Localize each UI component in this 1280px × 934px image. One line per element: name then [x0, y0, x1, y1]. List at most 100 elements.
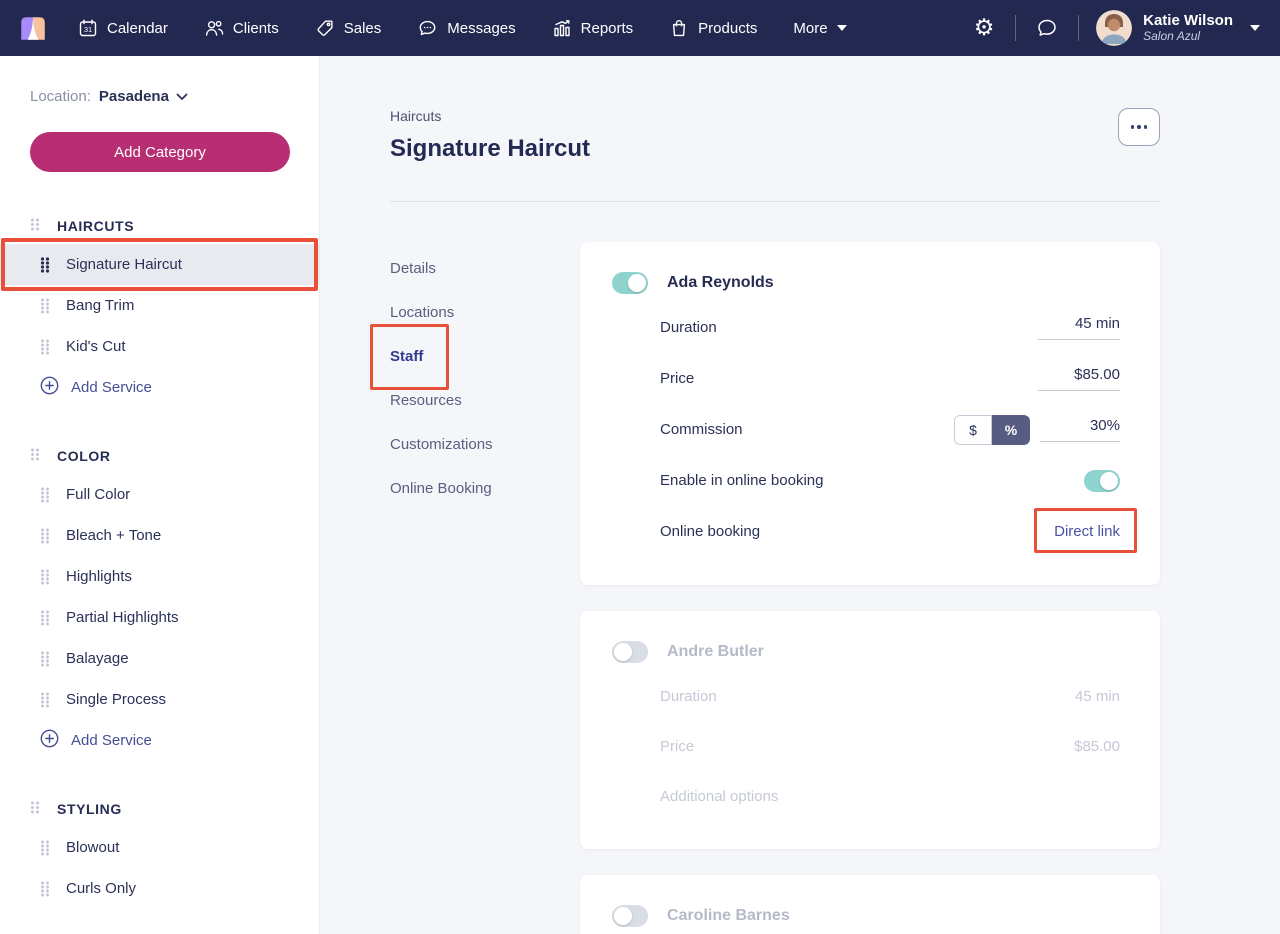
- top-nav-bar: 31 Calendar Clients Sales: [0, 0, 1280, 56]
- drag-handle-icon[interactable]: [40, 487, 50, 503]
- staff-name: Caroline Barnes: [667, 907, 790, 924]
- page-header-titles: Haircuts Signature Haircut: [390, 108, 590, 163]
- topbar-divider: [1015, 15, 1017, 41]
- products-icon: [669, 18, 689, 38]
- breadcrumb[interactable]: Haircuts: [390, 108, 442, 124]
- service-item-label: Signature Haircut: [66, 256, 182, 273]
- drag-handle-icon[interactable]: [40, 840, 50, 856]
- section-title: HAIRCUTS: [57, 218, 135, 234]
- subnav-item-resources[interactable]: Resources: [390, 392, 462, 409]
- ellipsis-icon: [1137, 125, 1141, 129]
- staff-name: Ada Reynolds: [667, 274, 774, 291]
- location-dropdown[interactable]: Pasadena: [99, 88, 188, 105]
- user-menu[interactable]: Katie Wilson Salon Azul: [1096, 10, 1260, 46]
- subnav-item-details[interactable]: Details: [390, 260, 436, 277]
- sidebar-item-bang-trim[interactable]: Bang Trim: [0, 285, 319, 326]
- toggle-knob: [1100, 471, 1118, 490]
- duration-label: Duration: [660, 319, 717, 336]
- drag-handle-icon[interactable]: [40, 256, 50, 273]
- service-item-label: Kid's Cut: [66, 338, 126, 355]
- commission-dollar-option[interactable]: $: [954, 414, 992, 445]
- sidebar-item-blowout[interactable]: Blowout: [0, 827, 319, 868]
- user-name: Katie Wilson: [1143, 12, 1233, 30]
- topnav-messages[interactable]: Messages: [417, 18, 516, 38]
- price-input[interactable]: $85.00: [1038, 366, 1120, 391]
- subnav-item-staff[interactable]: Staff: [370, 324, 450, 390]
- sidebar-item-single-process[interactable]: Single Process: [0, 679, 319, 720]
- drag-handle-icon[interactable]: [40, 651, 50, 667]
- services-sidebar: Location: Pasadena Add Category HAIRCUTS…: [0, 56, 320, 934]
- toggle-knob: [628, 274, 646, 292]
- add-service-button-haircuts[interactable]: Add Service: [0, 367, 319, 408]
- staff-enabled-toggle[interactable]: [612, 905, 648, 927]
- commission-percent-option[interactable]: %: [992, 414, 1030, 445]
- sidebar-item-highlights[interactable]: Highlights: [0, 556, 319, 597]
- page-title: Signature Haircut: [390, 135, 591, 162]
- more-options-button[interactable]: [1118, 108, 1160, 146]
- staff-card-header: Ada Reynolds: [612, 272, 1120, 294]
- staff-card-ada-reynolds: Ada Reynolds Duration 45 min Price $85.0…: [580, 242, 1160, 585]
- subnav-item-locations[interactable]: Locations: [390, 304, 455, 321]
- settings-gear-icon[interactable]: ⚙: [973, 14, 995, 41]
- price-value: $85.00: [1074, 737, 1120, 755]
- staff-enabled-toggle[interactable]: [612, 272, 648, 294]
- add-service-label: Add Service: [71, 732, 152, 749]
- drag-handle-icon[interactable]: [40, 881, 50, 897]
- sidebar-item-balayage[interactable]: Balayage: [0, 638, 319, 679]
- service-item-label: Bang Trim: [66, 297, 135, 314]
- sidebar-item-bleach-tone[interactable]: Bleach + Tone: [0, 515, 319, 556]
- service-item-label: Partial Highlights: [66, 609, 179, 626]
- main-content: Haircuts Signature Haircut Details Locat…: [320, 56, 1280, 934]
- enable-online-booking-toggle[interactable]: [1084, 469, 1120, 492]
- topnav-calendar[interactable]: 31 Calendar: [78, 18, 168, 38]
- commission-input[interactable]: 30%: [1040, 417, 1120, 442]
- topnav-sales[interactable]: Sales: [315, 18, 381, 38]
- duration-label: Duration: [660, 687, 717, 705]
- online-booking-row: Online booking Direct link: [660, 506, 1137, 557]
- subnav-item-customizations[interactable]: Customizations: [390, 436, 493, 453]
- app-logo-icon[interactable]: [18, 13, 48, 43]
- sidebar-item-signature-haircut[interactable]: Signature Haircut: [0, 238, 319, 291]
- drag-handle-icon[interactable]: [40, 339, 50, 355]
- drag-handle-icon[interactable]: [40, 569, 50, 585]
- sidebar-item-full-color[interactable]: Full Color: [0, 474, 319, 515]
- commission-unit-segmented-control: $ %: [954, 414, 1030, 445]
- duration-input[interactable]: 45 min: [1038, 315, 1120, 340]
- add-service-button-color[interactable]: Add Service: [0, 720, 319, 761]
- drag-handle-icon[interactable]: [40, 528, 50, 544]
- sales-tag-icon: [315, 18, 335, 38]
- service-item-label: Full Color: [66, 486, 131, 503]
- drag-handle-icon[interactable]: [40, 298, 50, 314]
- drag-handle-icon[interactable]: [40, 610, 50, 626]
- direct-link[interactable]: Direct link: [1034, 508, 1137, 553]
- sidebar-item-partial-highlights[interactable]: Partial Highlights: [0, 597, 319, 638]
- online-booking-label: Online booking: [660, 523, 761, 540]
- service-item-label: Bleach + Tone: [66, 527, 162, 544]
- duration-row: Duration 45 min: [660, 671, 1120, 721]
- topnav-more[interactable]: More: [793, 20, 847, 37]
- location-selector: Location: Pasadena: [30, 88, 319, 105]
- sidebar-item-kids-cut[interactable]: Kid's Cut: [0, 326, 319, 367]
- drag-handle-icon[interactable]: [30, 218, 40, 234]
- header-divider: [390, 201, 1160, 202]
- drag-handle-icon[interactable]: [30, 801, 40, 817]
- price-row: Price $85.00: [660, 721, 1120, 771]
- topbar-right-group: ⚙ Katie Wilson Salon Azul: [970, 10, 1260, 46]
- staff-enabled-toggle[interactable]: [612, 641, 648, 663]
- chevron-down-icon: [1250, 25, 1260, 31]
- direct-link-label: Direct link: [1054, 523, 1120, 540]
- sidebar-item-curls-only[interactable]: Curls Only: [0, 868, 319, 909]
- topnav-clients[interactable]: Clients: [204, 18, 279, 38]
- price-label: Price: [660, 737, 695, 755]
- subnav-item-online-booking[interactable]: Online Booking: [390, 480, 492, 497]
- user-org: Salon Azul: [1143, 28, 1201, 43]
- topnav-label: Reports: [580, 19, 634, 37]
- topnav-products[interactable]: Products: [669, 18, 757, 38]
- drag-handle-icon[interactable]: [40, 692, 50, 708]
- add-category-button[interactable]: Add Category: [30, 132, 290, 172]
- service-subnav: Details Locations Staff Resources Custom…: [370, 242, 580, 511]
- chat-bubble-icon[interactable]: [1033, 14, 1061, 42]
- ellipsis-icon: [1143, 125, 1148, 129]
- drag-handle-icon[interactable]: [30, 448, 40, 464]
- topnav-reports[interactable]: Reports: [552, 18, 634, 38]
